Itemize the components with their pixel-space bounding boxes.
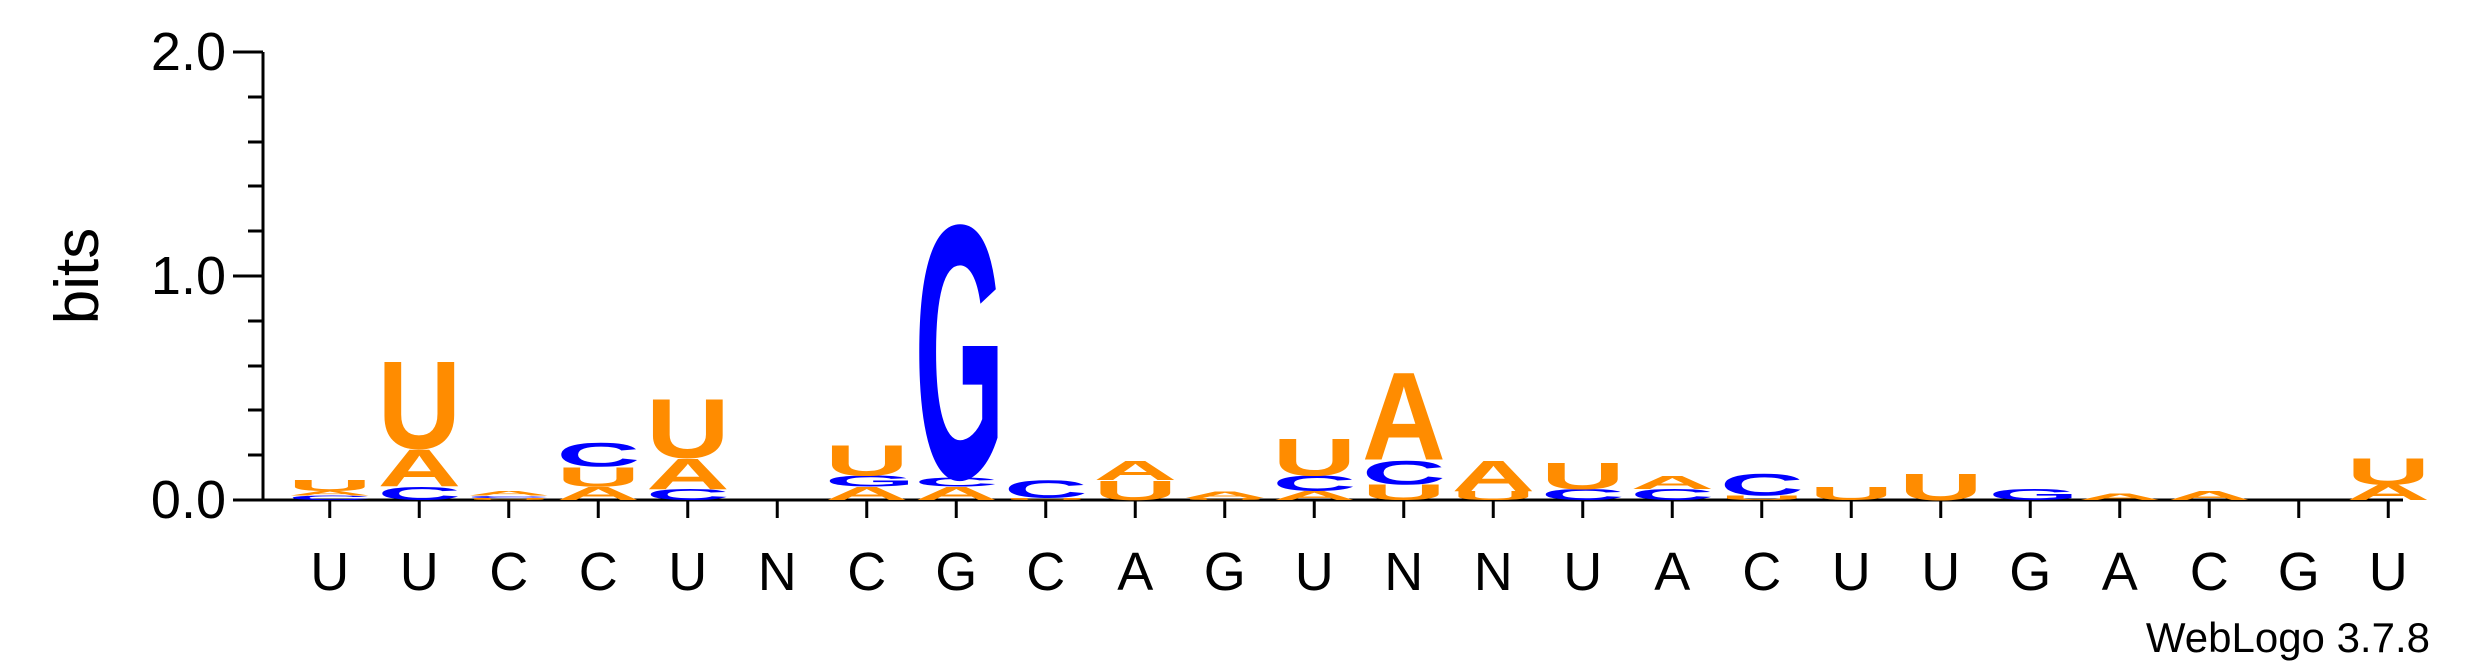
x-tick-label: C — [1742, 542, 1781, 602]
y-tick-label-1: 1.0 — [151, 246, 226, 306]
logo-letter-a: A — [288, 490, 372, 497]
logo-letter-c: C — [1362, 454, 1446, 492]
logo-letter-c: C — [915, 475, 999, 489]
logo-letter-u: U — [288, 477, 372, 495]
x-tick-label: U — [1921, 542, 1960, 602]
logo-letter-u: U — [467, 497, 551, 500]
logo-letter-a: A — [1631, 472, 1715, 493]
logo-letter-u: U — [1094, 475, 1178, 506]
x-tick-label: N — [758, 542, 797, 602]
logo-letter-a: A — [1183, 489, 1267, 499]
x-tick-label: C — [1026, 542, 1065, 602]
logo-letter-u: U — [1183, 497, 1267, 500]
logo-letter-a: A — [1094, 454, 1178, 485]
logo-letter-u: U — [646, 382, 730, 476]
x-tick-label: N — [1474, 542, 1513, 602]
y-axis: 2.0 1.0 0.0 bits — [43, 22, 265, 530]
logo-letter-a: A — [1452, 452, 1536, 501]
logo-letter-c: C — [646, 486, 730, 504]
x-tick-label: A — [1117, 542, 1153, 602]
x-tick-label: C — [489, 542, 528, 602]
x-tick-label: U — [400, 542, 439, 602]
logo-letter-g: G — [1989, 486, 2079, 504]
logo-letter-g: G — [915, 150, 1005, 555]
logo-letter-u: U — [1810, 483, 1894, 504]
x-tick-label: U — [668, 542, 707, 602]
x-tick-label: N — [1384, 542, 1423, 602]
x-tick-label: C — [847, 542, 886, 602]
logo-letter-c: C — [288, 494, 372, 501]
logo-letter-c: C — [1720, 467, 1804, 502]
logo-letter-u: U — [1541, 455, 1625, 497]
logo-letter-a: A — [2347, 480, 2431, 505]
logo-letter-a: A — [2168, 489, 2252, 503]
logo-letter-a: A — [378, 439, 462, 499]
logo-letter-u: U — [825, 436, 909, 485]
logo-letter-u: U — [2347, 451, 2431, 493]
logo-letter-c: C — [467, 495, 551, 498]
logo-letter-a: A — [825, 483, 909, 504]
x-tick-label: G — [2278, 542, 2320, 602]
logo-letter-c: C — [557, 436, 641, 474]
x-tick-label: A — [2102, 542, 2138, 602]
logo-letter-u: U — [1899, 466, 1983, 508]
logo-letter-u: U — [1452, 489, 1536, 503]
logo-letter-u: U — [1273, 428, 1357, 488]
logo-letter-c: C — [1273, 471, 1357, 496]
y-tick-label-2: 2.0 — [151, 22, 226, 82]
logo-letter-c: C — [1004, 475, 1088, 503]
x-tick-label: U — [1832, 542, 1871, 602]
logo-letter-a: A — [1273, 489, 1357, 503]
x-tick-label: C — [579, 542, 618, 602]
x-tick-label: C — [2190, 542, 2229, 602]
x-tick-label: U — [2369, 542, 2408, 602]
logo-letter-a: A — [2078, 492, 2162, 502]
logo-letter-a: A — [1362, 347, 1446, 487]
logo-letter-c: C — [378, 483, 462, 504]
weblogo-credit: WebLogo 3.7.8 — [2146, 614, 2430, 661]
logo-letter-c: C — [1541, 486, 1625, 504]
x-tick-label: G — [2009, 542, 2051, 602]
x-tick-label: G — [935, 542, 977, 602]
logo-letter-u: U — [557, 461, 641, 492]
logo-letter-c: C — [1631, 486, 1715, 504]
logo-letter-u: U — [1004, 497, 1088, 500]
logo-letter-a: A — [646, 449, 730, 498]
logo-letter-u: U — [378, 335, 462, 475]
logo-letter-a: A — [557, 483, 641, 504]
x-tick-label: U — [310, 542, 349, 602]
logo-letter-g: G — [825, 472, 915, 490]
logo-letter-a: A — [915, 483, 999, 504]
y-axis-label: bits — [43, 228, 112, 324]
logo-letter-a: A — [467, 490, 551, 497]
x-tick-label: U — [1563, 542, 1602, 602]
logo-letter-u: U — [1362, 480, 1446, 505]
x-tick-label: U — [1295, 542, 1334, 602]
x-tick-label: G — [1204, 542, 1246, 602]
logo-letter-u: U — [1720, 494, 1804, 501]
x-tick-label: A — [1654, 542, 1690, 602]
y-tick-label-0: 0.0 — [151, 470, 226, 530]
